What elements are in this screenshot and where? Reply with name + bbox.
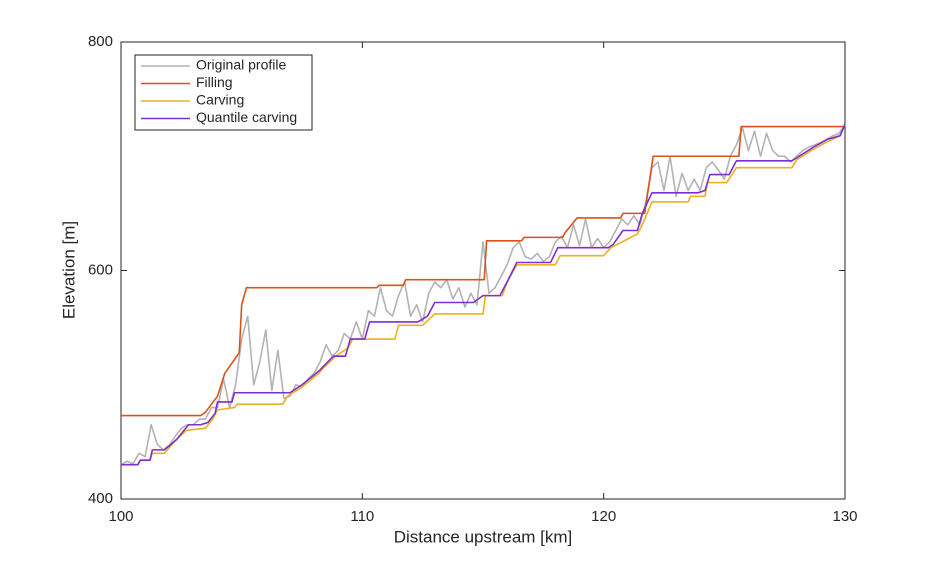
legend-label: Original profile xyxy=(196,57,286,73)
series-line xyxy=(120,123,846,466)
y-axis-label: Elevation [m] xyxy=(59,221,78,319)
y-tick-label: 400 xyxy=(88,490,113,507)
y-tick-label: 600 xyxy=(88,261,113,278)
legend-label: Filling xyxy=(196,74,233,90)
y-tick-label: 800 xyxy=(88,33,113,50)
x-tick-label: 100 xyxy=(108,508,133,525)
x-tick-label: 130 xyxy=(832,508,857,525)
legend-label: Carving xyxy=(196,92,244,108)
x-axis-label: Distance upstream [km] xyxy=(394,527,573,546)
x-tick-label: 120 xyxy=(591,508,616,525)
legend-label: Quantile carving xyxy=(196,109,297,125)
legend-box xyxy=(134,54,313,131)
x-tick-label: 110 xyxy=(350,508,374,525)
series-line xyxy=(121,125,845,417)
series-line xyxy=(121,123,846,466)
